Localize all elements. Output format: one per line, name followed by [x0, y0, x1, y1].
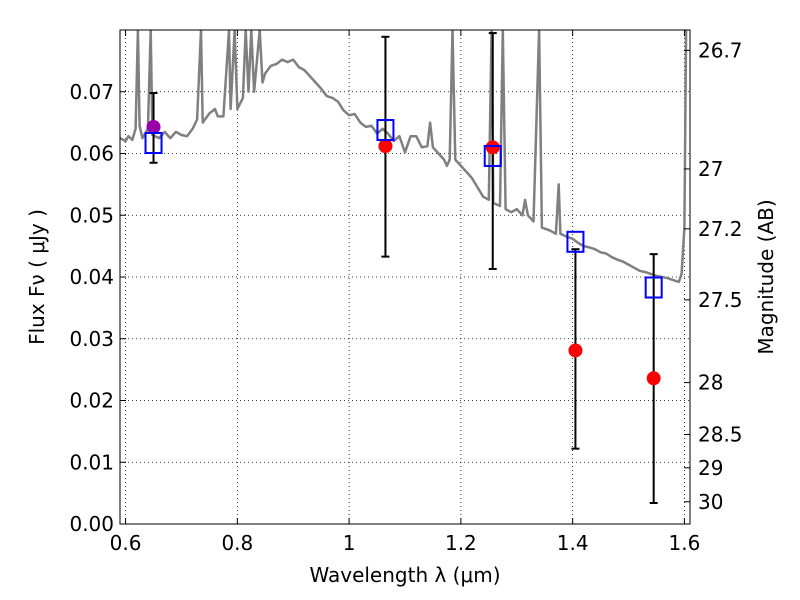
y-axis-ticks: 0.00 0.01 0.02 0.03 0.04 0.05 0.06 0.07 — [69, 80, 126, 536]
y-tick-label: 0.06 — [69, 142, 114, 166]
model-point — [144, 132, 163, 155]
data-markers — [144, 119, 663, 386]
magnitude-tick-label: 28 — [698, 371, 723, 395]
x-tick-label: 0.8 — [221, 531, 253, 555]
y-tick-label: 0.02 — [69, 389, 114, 413]
y-tick-label: 0.03 — [69, 327, 114, 351]
grid-lines — [120, 30, 690, 525]
x-axis-ticks: 0.6 0.8 1 1.2 1.4 1.6 — [110, 30, 701, 555]
magnitude-tick-label: 29 — [698, 456, 723, 480]
magnitude-axis-ticks: 26.7 27 27.2 27.5 28 28.5 29 30 — [684, 38, 743, 514]
y-tick-label: 0.07 — [69, 80, 114, 104]
data-point — [646, 371, 661, 386]
magnitude-axis-label: Magnitude (AB) — [754, 199, 778, 354]
y-tick-label: 0.00 — [69, 512, 114, 536]
x-axis-label: Wavelength λ (μm) — [309, 563, 500, 587]
x-tick-label: 1.2 — [445, 531, 477, 555]
data-point — [485, 140, 500, 155]
y-tick-label: 0.05 — [69, 203, 114, 227]
model-spectrum — [120, 30, 688, 284]
x-tick-label: 1.4 — [557, 531, 589, 555]
x-tick-label: 1.6 — [669, 531, 701, 555]
x-tick-label: 1 — [343, 531, 356, 555]
y-tick-label: 0.04 — [69, 265, 114, 289]
magnitude-tick-label: 30 — [698, 490, 723, 514]
magnitude-tick-label: 27.5 — [698, 288, 743, 312]
data-point — [378, 139, 393, 154]
magnitude-tick-label: 28.5 — [698, 422, 743, 446]
y-tick-label: 0.01 — [69, 450, 114, 474]
magnitude-tick-label: 26.7 — [698, 38, 743, 62]
model-point — [644, 276, 663, 299]
data-point — [568, 343, 583, 358]
model-spectrum-line — [120, 30, 688, 284]
model-point — [566, 230, 585, 253]
error-bars — [149, 32, 658, 505]
model-point — [483, 144, 502, 167]
y-axis-label: Flux Fν ( μJy ) — [25, 209, 49, 345]
magnitude-tick-label: 27.2 — [698, 217, 743, 241]
data-point — [146, 119, 161, 134]
x-tick-label: 0.6 — [110, 531, 142, 555]
magnitude-tick-label: 27 — [698, 157, 723, 181]
model-point — [376, 119, 395, 142]
